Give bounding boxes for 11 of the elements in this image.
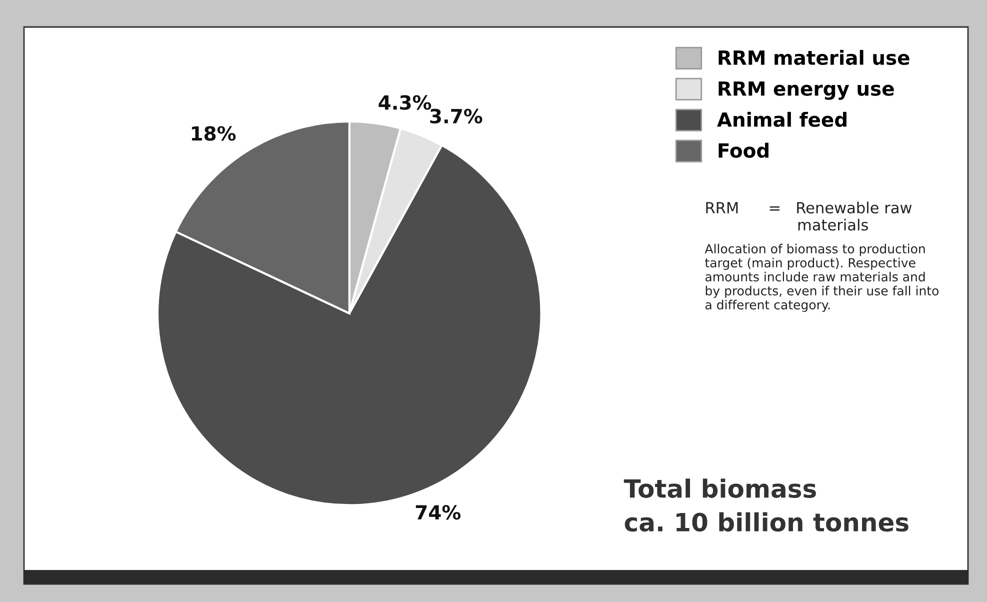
text: Total biomass ca. 10 billion tonnes xyxy=(624,478,908,532)
legend-label: RRM material use xyxy=(718,50,910,65)
legend-label: Food xyxy=(718,142,768,158)
data-label: 4.3% xyxy=(378,95,432,110)
data-label: 3.7% xyxy=(430,108,482,124)
data-label: 74% xyxy=(416,505,461,520)
text: RRM = Renewable raw materials xyxy=(706,202,912,231)
text: Allocation of biomass to production target (main product). Respective amounts include raw materials and by products, even if their use fall into a different category. xyxy=(704,244,939,312)
data-label: 18% xyxy=(192,126,236,141)
legend-label: Animal feed xyxy=(717,112,846,127)
legend-label: RRM energy use xyxy=(718,81,894,100)
